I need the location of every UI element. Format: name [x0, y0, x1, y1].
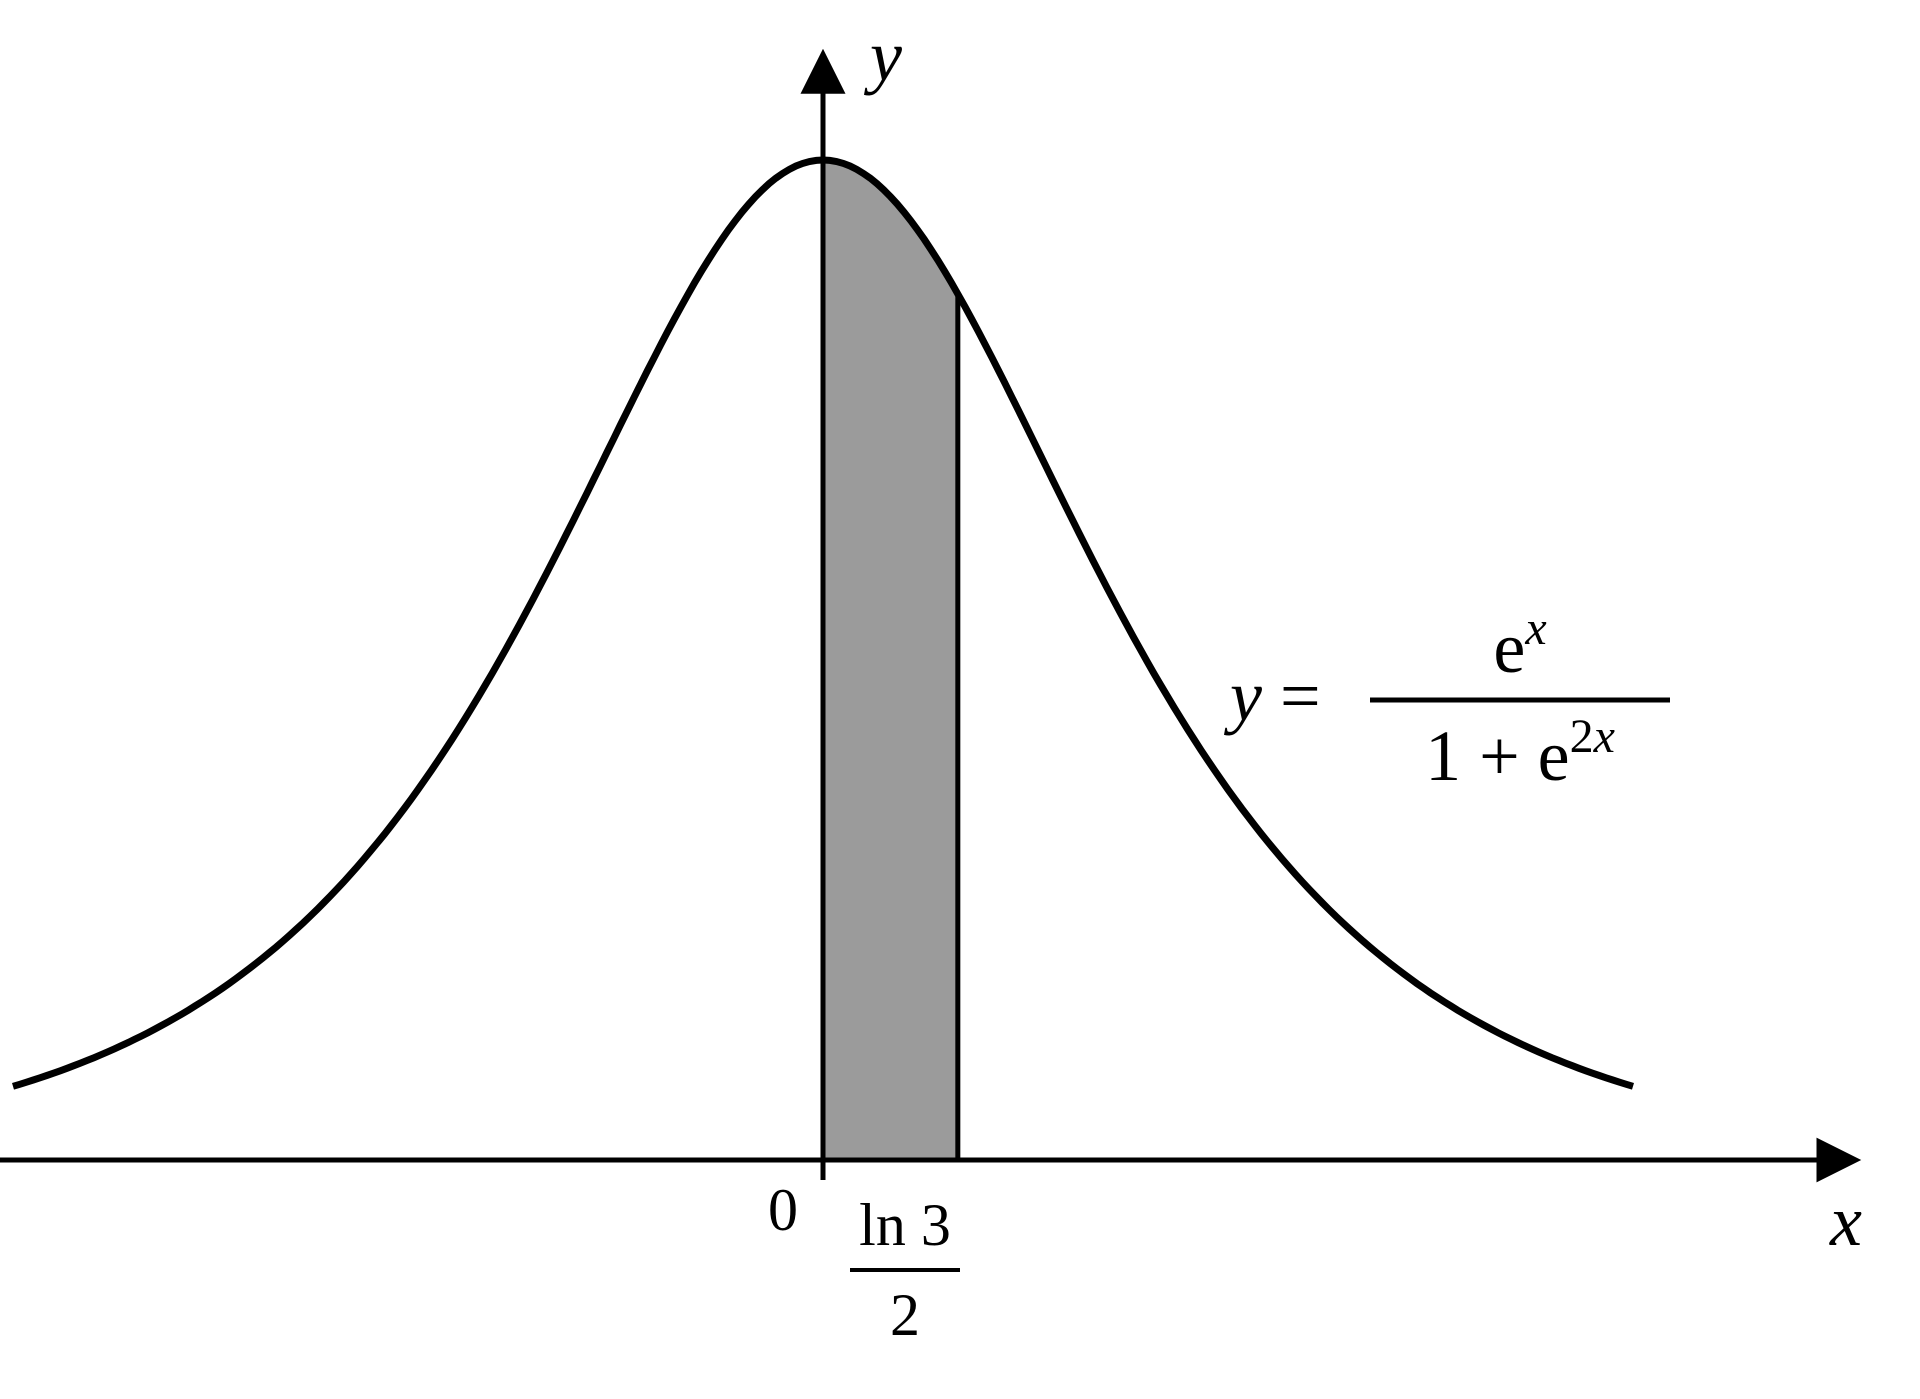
- y-axis-label: y: [863, 16, 902, 96]
- function-chart: y x 0 ln 3 2 y = ex 1 + e2x: [0, 0, 1920, 1399]
- equation-label: y = ex 1 + e2x: [1223, 602, 1670, 796]
- origin-label: 0: [768, 1177, 798, 1243]
- equation-lhs: y =: [1223, 656, 1321, 736]
- equation-denominator: 1 + e2x: [1425, 710, 1615, 796]
- tick-numerator: ln 3: [859, 1192, 951, 1258]
- tick-denominator: 2: [890, 1282, 920, 1348]
- tick-ln3-over-2: ln 3 2: [850, 1192, 960, 1348]
- x-axis-label: x: [1829, 1181, 1862, 1261]
- equation-numerator: ex: [1493, 602, 1546, 688]
- shaded-region: [823, 160, 958, 1160]
